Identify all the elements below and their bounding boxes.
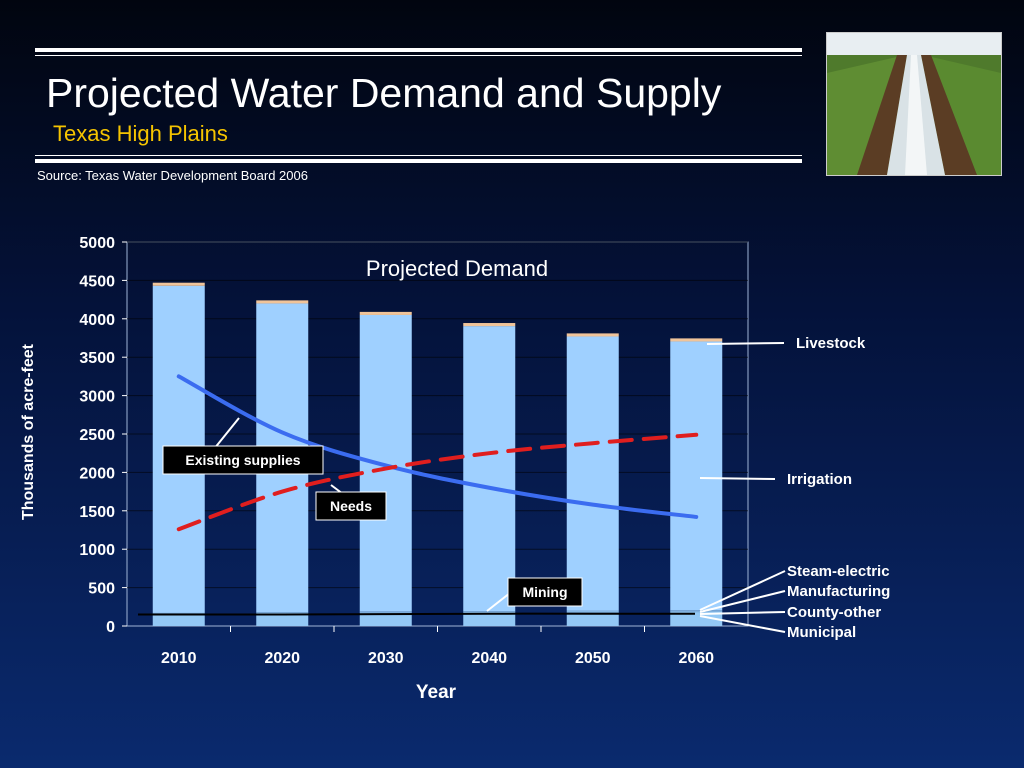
legend-leader-irrigation [699,477,776,480]
bar-municipal-2020 [256,614,309,626]
x-tick-label: 2060 [678,650,714,667]
irrigated-field-photo [826,32,1002,176]
x-tick-label: 2040 [471,650,507,667]
bar-county-other-2060 [670,611,723,613]
bar-irrigation-2050 [566,336,619,611]
legend-label-manufacturing: Manufacturing [787,583,890,600]
bar-county-other-2050 [566,612,619,613]
legend-leader-municipal [699,615,786,633]
bar-irrigation-2030 [359,314,412,612]
y-tick-label: 500 [88,581,115,598]
callout-mining-label: Mining [522,584,567,600]
legend-label-county-other: County-other [787,604,881,621]
field-photo-graphic [827,33,1001,175]
top-rule-thick [35,48,802,52]
callout-needs-box [315,491,387,521]
bar-manufacturing-2040 [463,611,516,613]
legend-leader-steam-electric [699,570,786,611]
y-tick-label: 2500 [79,427,115,444]
chart-title: Projected Demand [366,256,548,281]
bar-municipal-2050 [566,612,619,626]
bar-livestock-2050 [566,333,619,337]
bar-municipal-2040 [463,613,516,626]
y-tick-label: 1000 [79,542,115,559]
y-tick-label: 0 [106,619,115,636]
callout-existing-supplies-box [162,445,324,475]
callout-existing-supplies-label: Existing supplies [185,452,300,468]
y-tick-label: 2000 [79,465,115,482]
y-tick-label: 4500 [79,273,115,290]
x-tick-label: 2020 [264,650,300,667]
baseline-demand-line [137,612,695,616]
y-tick-label: 4000 [79,312,115,329]
bar-municipal-2010 [152,615,205,626]
bar-manufacturing-2060 [670,611,723,612]
bar-livestock-2040 [463,323,516,327]
legend-label-irrigation: Irrigation [787,471,852,488]
legend-leader-county-other [699,611,786,615]
x-tick-label: 2030 [368,650,404,667]
legend-label-livestock: Livestock [796,335,866,352]
bar-livestock-2030 [359,311,412,315]
bar-irrigation-2060 [670,341,723,611]
y-tick-label: 3500 [79,350,115,367]
slide-subtitle: Texas High Plains [53,121,228,146]
bar-livestock-2020 [256,300,309,304]
legend-label-steam-electric: Steam-electric [787,563,890,580]
existing-supplies-leader [213,417,240,450]
x-tick-label: 2010 [161,650,197,667]
bar-municipal-2030 [359,613,412,626]
y-tick-label: 5000 [79,235,115,252]
bar-livestock-2060 [670,338,723,342]
x-axis-title: Year [416,682,457,703]
slide-title: Projected Water Demand and Supply [46,70,722,116]
bar-livestock-2010 [152,282,205,286]
legend-label-municipal: Municipal [787,624,856,641]
callout-needs: Needs [315,491,387,521]
line-existing-supplies [176,374,699,519]
callout-mining-box [507,577,583,607]
source-note: Source: Texas Water Development Board 20… [37,168,308,183]
y-tick-label: 3000 [79,389,115,406]
legend-leader-livestock [706,342,785,345]
bottom-rule-thin [35,155,802,156]
legend-leader-manufacturing [699,590,786,613]
x-tick-label: 2050 [575,650,611,667]
bar-manufacturing-2020 [256,612,309,614]
bar-irrigation-2040 [463,326,516,612]
mining-leader [486,592,511,612]
y-tick-label: 1500 [79,504,115,521]
top-rule-thin [35,55,802,56]
callout-mining: Mining [507,577,583,607]
bottom-rule-thick [35,159,802,163]
bar-municipal-2060 [670,612,723,626]
callout-needs-label: Needs [330,498,372,514]
bar-manufacturing-2030 [359,612,412,613]
y-axis-title: Thousands of acre-feet [20,343,37,520]
callout-existing-supplies: Existing supplies [162,445,324,475]
bar-manufacturing-2050 [566,611,619,613]
